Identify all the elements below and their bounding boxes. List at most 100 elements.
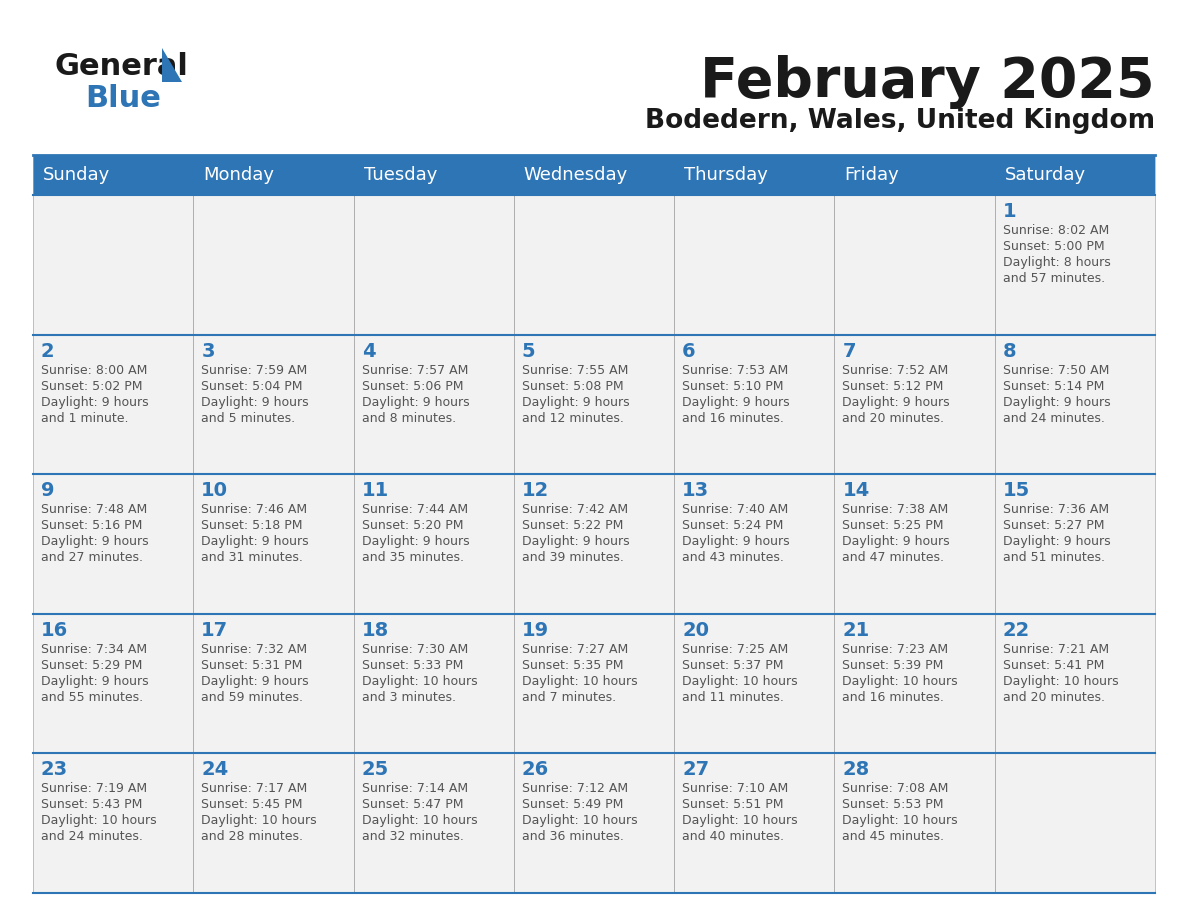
Text: Daylight: 10 hours: Daylight: 10 hours: [361, 814, 478, 827]
Text: 23: 23: [42, 760, 68, 779]
Text: and 27 minutes.: and 27 minutes.: [42, 551, 143, 565]
Text: Daylight: 9 hours: Daylight: 9 hours: [1003, 396, 1111, 409]
Text: Sunset: 5:20 PM: Sunset: 5:20 PM: [361, 520, 463, 532]
Text: 3: 3: [201, 341, 215, 361]
Text: 7: 7: [842, 341, 855, 361]
Bar: [33, 155, 1155, 195]
Text: Sunrise: 7:25 AM: Sunrise: 7:25 AM: [682, 643, 789, 655]
Text: Daylight: 9 hours: Daylight: 9 hours: [522, 535, 630, 548]
Text: Sunrise: 7:32 AM: Sunrise: 7:32 AM: [201, 643, 308, 655]
Bar: [33, 614, 1155, 754]
Text: 27: 27: [682, 760, 709, 779]
Text: Bodedern, Wales, United Kingdom: Bodedern, Wales, United Kingdom: [645, 108, 1155, 134]
Text: Daylight: 10 hours: Daylight: 10 hours: [522, 675, 638, 688]
Text: Sunset: 5:10 PM: Sunset: 5:10 PM: [682, 380, 784, 393]
Text: 8: 8: [1003, 341, 1017, 361]
Text: Sunset: 5:51 PM: Sunset: 5:51 PM: [682, 799, 784, 812]
Text: 16: 16: [42, 621, 68, 640]
Text: and 43 minutes.: and 43 minutes.: [682, 551, 784, 565]
Text: 20: 20: [682, 621, 709, 640]
Text: Sunset: 5:04 PM: Sunset: 5:04 PM: [201, 380, 303, 393]
Text: Daylight: 9 hours: Daylight: 9 hours: [42, 535, 148, 548]
Text: 10: 10: [201, 481, 228, 500]
Text: and 47 minutes.: and 47 minutes.: [842, 551, 944, 565]
Text: Sunrise: 7:19 AM: Sunrise: 7:19 AM: [42, 782, 147, 795]
Text: Tuesday: Tuesday: [364, 166, 437, 184]
Text: Sunrise: 7:36 AM: Sunrise: 7:36 AM: [1003, 503, 1108, 516]
Text: General: General: [55, 52, 189, 81]
Text: Sunrise: 7:55 AM: Sunrise: 7:55 AM: [522, 364, 628, 376]
Bar: [33, 475, 1155, 614]
Text: Sunset: 5:24 PM: Sunset: 5:24 PM: [682, 520, 784, 532]
Text: Sunrise: 7:21 AM: Sunrise: 7:21 AM: [1003, 643, 1108, 655]
Text: and 36 minutes.: and 36 minutes.: [522, 831, 624, 844]
Text: Daylight: 9 hours: Daylight: 9 hours: [361, 535, 469, 548]
Text: Sunrise: 7:34 AM: Sunrise: 7:34 AM: [42, 643, 147, 655]
Text: Sunset: 5:41 PM: Sunset: 5:41 PM: [1003, 659, 1104, 672]
Text: Saturday: Saturday: [1005, 166, 1086, 184]
Text: Daylight: 9 hours: Daylight: 9 hours: [201, 396, 309, 409]
Text: Sunset: 5:12 PM: Sunset: 5:12 PM: [842, 380, 943, 393]
Text: Daylight: 10 hours: Daylight: 10 hours: [522, 814, 638, 827]
Text: Sunrise: 7:08 AM: Sunrise: 7:08 AM: [842, 782, 949, 795]
Text: Blue: Blue: [86, 84, 160, 113]
Text: Daylight: 10 hours: Daylight: 10 hours: [42, 814, 157, 827]
Text: Sunrise: 7:48 AM: Sunrise: 7:48 AM: [42, 503, 147, 516]
Text: Sunrise: 7:17 AM: Sunrise: 7:17 AM: [201, 782, 308, 795]
Text: Sunrise: 7:14 AM: Sunrise: 7:14 AM: [361, 782, 468, 795]
Text: Sunset: 5:33 PM: Sunset: 5:33 PM: [361, 659, 463, 672]
Text: Sunset: 5:02 PM: Sunset: 5:02 PM: [42, 380, 143, 393]
Text: and 24 minutes.: and 24 minutes.: [1003, 411, 1105, 425]
Bar: [33, 754, 1155, 893]
Text: and 11 minutes.: and 11 minutes.: [682, 691, 784, 704]
Text: Sunrise: 7:40 AM: Sunrise: 7:40 AM: [682, 503, 789, 516]
Text: Sunset: 5:27 PM: Sunset: 5:27 PM: [1003, 520, 1104, 532]
Bar: [33, 334, 1155, 475]
Text: Sunset: 5:16 PM: Sunset: 5:16 PM: [42, 520, 143, 532]
Text: Thursday: Thursday: [684, 166, 767, 184]
Text: Sunday: Sunday: [43, 166, 110, 184]
Text: and 16 minutes.: and 16 minutes.: [682, 411, 784, 425]
Text: Sunrise: 7:50 AM: Sunrise: 7:50 AM: [1003, 364, 1110, 376]
Text: and 20 minutes.: and 20 minutes.: [842, 411, 944, 425]
Text: February 2025: February 2025: [701, 55, 1155, 109]
Text: Daylight: 8 hours: Daylight: 8 hours: [1003, 256, 1111, 269]
Text: Sunset: 5:31 PM: Sunset: 5:31 PM: [201, 659, 303, 672]
Text: Daylight: 10 hours: Daylight: 10 hours: [682, 675, 798, 688]
Text: and 20 minutes.: and 20 minutes.: [1003, 691, 1105, 704]
Text: Sunset: 5:47 PM: Sunset: 5:47 PM: [361, 799, 463, 812]
Text: Sunrise: 7:38 AM: Sunrise: 7:38 AM: [842, 503, 949, 516]
Text: and 32 minutes.: and 32 minutes.: [361, 831, 463, 844]
Text: 13: 13: [682, 481, 709, 500]
Text: and 55 minutes.: and 55 minutes.: [42, 691, 143, 704]
Text: 26: 26: [522, 760, 549, 779]
Text: Sunrise: 7:52 AM: Sunrise: 7:52 AM: [842, 364, 949, 376]
Text: and 28 minutes.: and 28 minutes.: [201, 831, 303, 844]
Text: and 7 minutes.: and 7 minutes.: [522, 691, 617, 704]
Text: Daylight: 9 hours: Daylight: 9 hours: [42, 396, 148, 409]
Text: Sunrise: 7:59 AM: Sunrise: 7:59 AM: [201, 364, 308, 376]
Text: Daylight: 10 hours: Daylight: 10 hours: [361, 675, 478, 688]
Text: Daylight: 9 hours: Daylight: 9 hours: [1003, 535, 1111, 548]
Bar: [33, 195, 1155, 334]
Text: 5: 5: [522, 341, 536, 361]
Text: Sunset: 5:22 PM: Sunset: 5:22 PM: [522, 520, 624, 532]
Text: 1: 1: [1003, 202, 1017, 221]
Text: Sunrise: 7:30 AM: Sunrise: 7:30 AM: [361, 643, 468, 655]
Text: Sunset: 5:49 PM: Sunset: 5:49 PM: [522, 799, 624, 812]
Text: Sunset: 5:53 PM: Sunset: 5:53 PM: [842, 799, 944, 812]
Text: 14: 14: [842, 481, 870, 500]
Text: Daylight: 10 hours: Daylight: 10 hours: [201, 814, 317, 827]
Text: 4: 4: [361, 341, 375, 361]
Text: Sunrise: 8:00 AM: Sunrise: 8:00 AM: [42, 364, 147, 376]
Text: Sunrise: 7:44 AM: Sunrise: 7:44 AM: [361, 503, 468, 516]
Text: 9: 9: [42, 481, 55, 500]
Text: Daylight: 9 hours: Daylight: 9 hours: [42, 675, 148, 688]
Text: Daylight: 9 hours: Daylight: 9 hours: [842, 396, 950, 409]
Text: Daylight: 10 hours: Daylight: 10 hours: [842, 814, 958, 827]
Text: Sunset: 5:35 PM: Sunset: 5:35 PM: [522, 659, 624, 672]
Text: 11: 11: [361, 481, 388, 500]
Text: Daylight: 9 hours: Daylight: 9 hours: [682, 535, 790, 548]
Text: and 40 minutes.: and 40 minutes.: [682, 831, 784, 844]
Text: Sunrise: 7:42 AM: Sunrise: 7:42 AM: [522, 503, 628, 516]
